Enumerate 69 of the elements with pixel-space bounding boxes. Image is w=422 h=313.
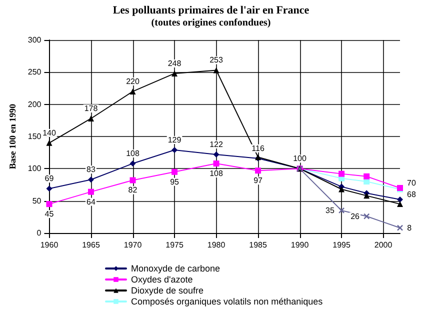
point — [130, 88, 136, 94]
point — [172, 70, 178, 76]
y-tick-label: 300 — [28, 36, 42, 44]
x-tick-label: 1995 — [332, 240, 351, 250]
y-tick-label: 200 — [28, 100, 42, 109]
x-tick-label: 1975 — [166, 240, 184, 250]
y-tick-label: 100 — [28, 164, 42, 174]
legend-label: Composés organiques volatils non méthaniques — [131, 296, 324, 306]
x-tick-label: 1980 — [207, 240, 226, 250]
legend-label: Oxydes d'azote — [131, 274, 193, 284]
x-tick-label: 1965 — [82, 240, 100, 250]
point — [397, 201, 403, 208]
data-label: 122 — [210, 140, 224, 150]
y-tick-label: 0 — [36, 228, 42, 238]
data-label: 140 — [42, 128, 56, 138]
data-label: 248 — [168, 58, 182, 68]
x-tick-label: 1985 — [249, 240, 268, 250]
point — [338, 186, 345, 192]
point — [130, 177, 136, 184]
data-label: 100 — [293, 154, 308, 164]
point — [396, 224, 404, 231]
point — [364, 173, 370, 180]
data-label: 108 — [210, 169, 224, 178]
data-label: 95 — [170, 177, 180, 186]
point — [338, 207, 345, 214]
legend-label: Monoxyde de carbone — [131, 264, 220, 274]
data-label: 69 — [44, 174, 54, 184]
x-tick-label: 2000 — [374, 240, 393, 250]
data-label: 178 — [84, 104, 98, 113]
legend-label: Dioxyde de soufre — [131, 286, 204, 296]
data-label: 82 — [128, 186, 138, 195]
point — [88, 115, 94, 122]
chart-subtitle: (toutes origines confondues) — [151, 18, 271, 28]
point — [363, 213, 370, 220]
data-label: 64 — [86, 197, 96, 206]
data-label: 108 — [126, 149, 140, 158]
x-tick-label: 1960 — [40, 240, 59, 250]
point — [88, 176, 94, 183]
data-label: 220 — [126, 76, 140, 86]
point — [130, 160, 136, 167]
point — [338, 170, 345, 177]
point — [213, 152, 220, 158]
data-label: 68 — [407, 190, 416, 199]
data-label: 83 — [86, 165, 96, 174]
x-tick-label: 1970 — [124, 240, 142, 250]
data-label: 26 — [350, 212, 360, 221]
point — [172, 168, 178, 175]
point — [172, 147, 178, 154]
y-tick-label: 250 — [28, 68, 42, 77]
point — [213, 67, 220, 74]
point — [46, 201, 52, 208]
y-tick-label: 150 — [28, 132, 42, 141]
point — [364, 192, 370, 199]
x-tick-label: 1990 — [290, 240, 310, 250]
data-label: 253 — [210, 56, 224, 65]
data-label: 129 — [168, 136, 182, 145]
point — [46, 186, 52, 192]
data-label: 97 — [254, 176, 264, 186]
data-label: 8 — [407, 223, 412, 232]
data-label: 45 — [44, 210, 54, 219]
data-label: 70 — [407, 178, 416, 188]
y-axis-title: Base 100 en 1990 — [8, 103, 18, 170]
point — [213, 160, 220, 167]
point — [88, 188, 94, 195]
data-label: 35 — [326, 206, 335, 215]
point — [255, 168, 262, 174]
data-label: 116 — [252, 144, 265, 153]
chart-title: Les polluants primaires de l'air en France — [112, 4, 310, 16]
y-tick-label: 50 — [32, 196, 42, 206]
